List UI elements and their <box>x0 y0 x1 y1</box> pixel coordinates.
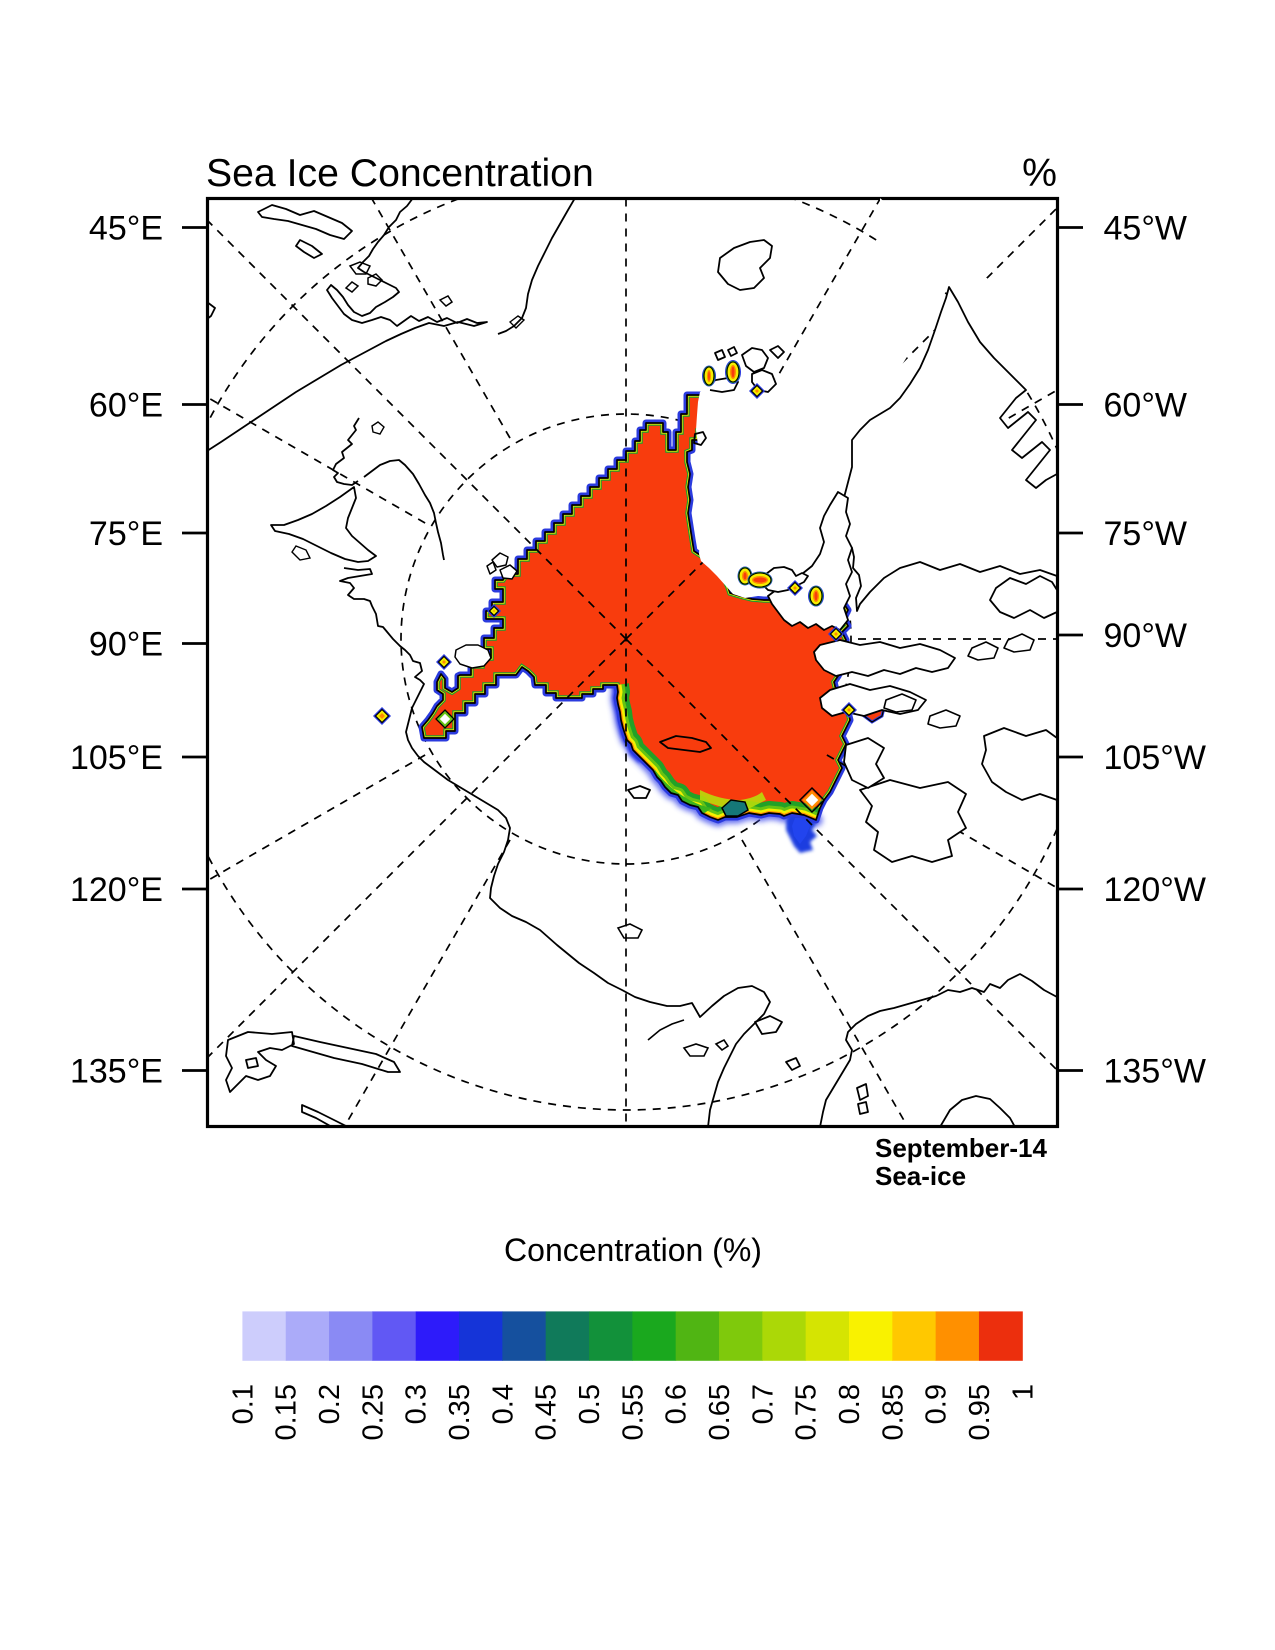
svg-text:0.45: 0.45 <box>531 1384 563 1440</box>
svg-text:0.7: 0.7 <box>747 1384 779 1424</box>
svg-text:0.85: 0.85 <box>877 1384 909 1440</box>
svg-text:60°E: 60°E <box>89 387 163 425</box>
svg-text:0.5: 0.5 <box>574 1384 606 1424</box>
svg-text:135°E: 135°E <box>70 1053 163 1091</box>
svg-text:0.25: 0.25 <box>357 1384 389 1440</box>
svg-text:0.35: 0.35 <box>444 1384 476 1440</box>
svg-text:Sea-ice: Sea-ice <box>875 1161 966 1191</box>
svg-text:0.8: 0.8 <box>834 1384 866 1424</box>
svg-text:75°E: 75°E <box>89 515 163 553</box>
svg-text:90°E: 90°E <box>89 626 163 664</box>
svg-text:Concentration (%): Concentration (%) <box>504 1232 762 1268</box>
svg-text:%: % <box>1022 152 1057 195</box>
svg-text:0.3: 0.3 <box>401 1384 433 1424</box>
svg-text:0.95: 0.95 <box>964 1384 996 1440</box>
svg-text:120°E: 120°E <box>70 871 163 909</box>
svg-text:0.4: 0.4 <box>487 1384 519 1424</box>
svg-text:0.1: 0.1 <box>227 1384 259 1424</box>
svg-text:1: 1 <box>1007 1384 1039 1400</box>
svg-text:0.65: 0.65 <box>704 1384 736 1440</box>
svg-text:0.2: 0.2 <box>314 1384 346 1424</box>
svg-text:0.55: 0.55 <box>617 1384 649 1440</box>
svg-text:45°E: 45°E <box>89 210 163 248</box>
svg-text:0.15: 0.15 <box>271 1384 303 1440</box>
svg-text:90°W: 90°W <box>1104 617 1188 655</box>
svg-text:105°W: 105°W <box>1104 739 1206 777</box>
svg-text:135°W: 135°W <box>1104 1053 1206 1091</box>
svg-text:September-14: September-14 <box>875 1133 1047 1163</box>
svg-text:75°W: 75°W <box>1104 515 1188 553</box>
svg-text:Sea Ice Concentration: Sea Ice Concentration <box>206 152 594 195</box>
svg-text:105°E: 105°E <box>70 739 163 777</box>
svg-text:60°W: 60°W <box>1104 387 1188 425</box>
svg-text:0.75: 0.75 <box>791 1384 823 1440</box>
svg-text:120°W: 120°W <box>1104 871 1206 909</box>
svg-text:45°W: 45°W <box>1104 210 1188 248</box>
svg-text:0.6: 0.6 <box>661 1384 693 1424</box>
svg-text:0.9: 0.9 <box>921 1384 953 1424</box>
